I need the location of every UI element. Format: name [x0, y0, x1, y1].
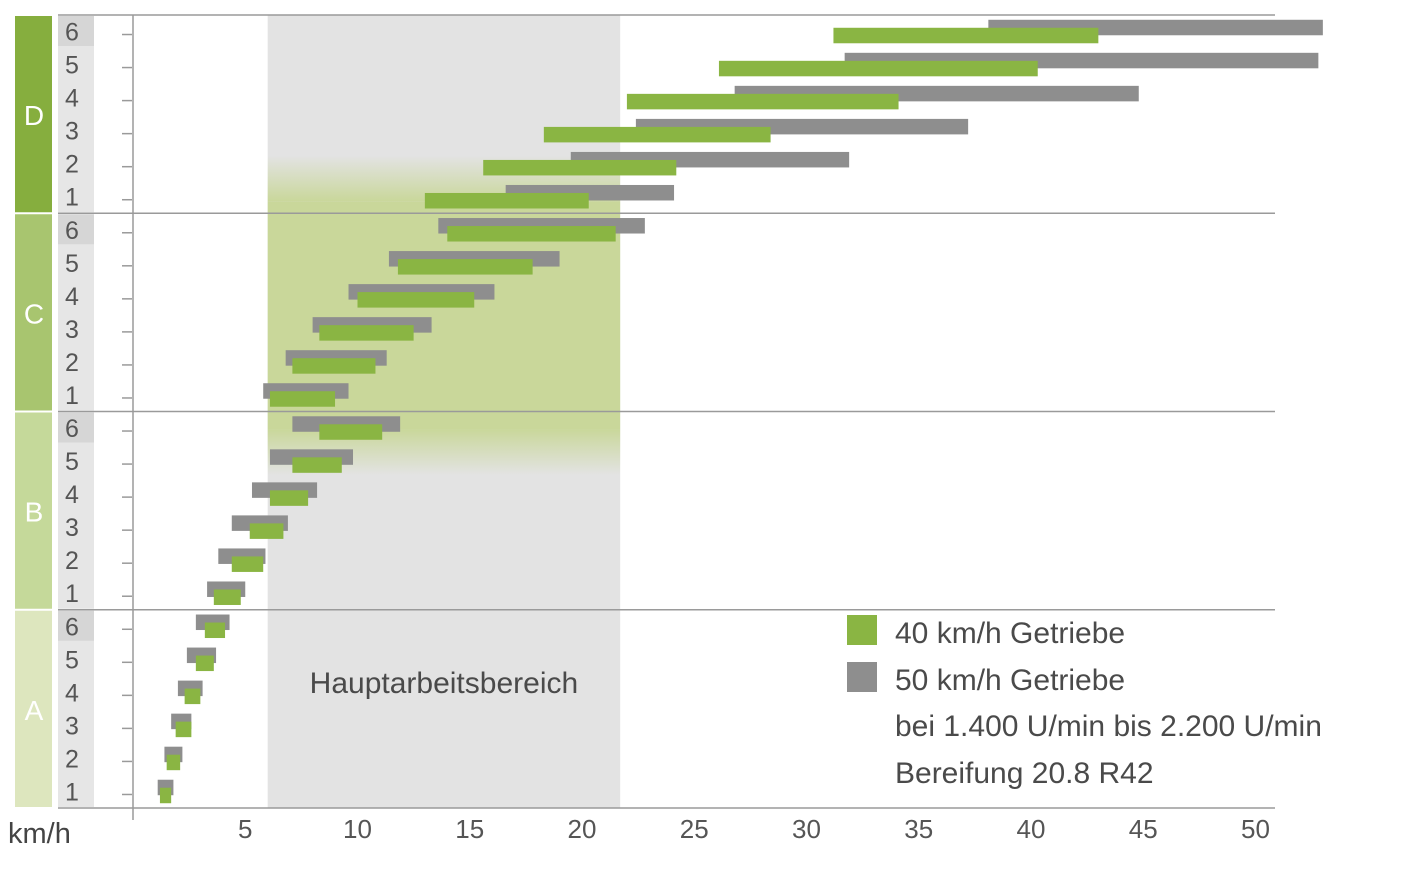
x-tick-label-20: 20: [568, 814, 597, 844]
gear-label-B1: 1: [65, 580, 79, 608]
bar-40kmh-D3: [543, 126, 771, 143]
legend-swatch-40kmh: [847, 615, 877, 645]
bar-40kmh-C6: [447, 226, 616, 242]
gear-label-A5: 5: [65, 646, 79, 674]
gear-label-B4: 4: [65, 481, 79, 509]
gear-label-B3: 3: [65, 514, 79, 542]
legend-label-40kmh: 40 km/h Getriebe: [895, 617, 1125, 650]
gear-label-C2: 2: [65, 349, 79, 377]
x-tick-label-45: 45: [1129, 814, 1158, 844]
group-label-B: B: [25, 497, 44, 528]
bar-40kmh-C4: [357, 292, 475, 308]
gear-label-C5: 5: [65, 250, 79, 278]
work-range-label: Hauptarbeitsbereich: [310, 667, 579, 700]
bar-40kmh-C1: [269, 391, 336, 407]
gear-label-C4: 4: [65, 283, 79, 311]
gear-label-D6: 6: [65, 19, 79, 47]
x-tick-label-5: 5: [238, 814, 252, 844]
gear-label-D1: 1: [65, 184, 79, 212]
bar-40kmh-D2: [483, 159, 677, 176]
x-tick-label-35: 35: [904, 814, 933, 844]
legend-label-50kmh: 50 km/h Getriebe: [895, 664, 1125, 697]
x-tick-label-40: 40: [1017, 814, 1046, 844]
gear-label-B5: 5: [65, 448, 79, 476]
x-tick-label-50: 50: [1241, 814, 1270, 844]
gear-label-A1: 1: [65, 778, 79, 806]
gear-column-A: [58, 610, 94, 807]
group-strip-C: [15, 214, 52, 411]
bar-40kmh-D6: [833, 27, 1099, 44]
bar-40kmh-A1: [159, 787, 172, 804]
gear-label-A2: 2: [65, 745, 79, 773]
bar-40kmh-D4: [626, 93, 899, 110]
group-strip-D: [15, 16, 52, 213]
gear-label-B2: 2: [65, 547, 79, 575]
bar-40kmh-B5: [292, 457, 342, 473]
gear-column-B: [58, 412, 94, 609]
gear-column-C: [58, 214, 94, 411]
gear-label-C3: 3: [65, 316, 79, 344]
gear-label-A6: 6: [65, 613, 79, 641]
bar-40kmh-C3: [319, 325, 414, 341]
gear-label-D4: 4: [65, 85, 79, 113]
group-strip-B: [15, 412, 52, 609]
group-label-C: C: [24, 298, 44, 329]
group-label-A: A: [25, 695, 44, 726]
bar-40kmh-A3: [175, 721, 192, 738]
bar-40kmh-B3: [249, 523, 284, 539]
group-label-D: D: [24, 100, 44, 131]
bar-40kmh-A2: [166, 754, 181, 771]
bar-40kmh-B1: [213, 589, 241, 605]
bar-40kmh-A6: [204, 622, 226, 639]
gear-label-A3: 3: [65, 712, 79, 740]
gear-label-C1: 1: [65, 382, 79, 410]
gear-label-D2: 2: [65, 151, 79, 179]
x-tick-label-15: 15: [455, 814, 484, 844]
bar-40kmh-D5: [718, 60, 1038, 77]
bar-40kmh-C5: [397, 259, 533, 275]
x-tick-label-30: 30: [792, 814, 821, 844]
gear-label-C6: 6: [65, 217, 79, 245]
gear-column-D: [58, 16, 94, 213]
legend-swatch-50kmh: [847, 662, 877, 692]
legend-note-tires: Bereifung 20.8 R42: [895, 757, 1154, 790]
gear-label-D3: 3: [65, 118, 79, 146]
bar-40kmh-A5: [195, 655, 214, 672]
gear-label-B6: 6: [65, 415, 79, 443]
bar-40kmh-D1: [424, 192, 589, 209]
gear-column-top-C: [58, 214, 94, 245]
x-axis-label: km/h: [8, 818, 71, 850]
gear-column-top-B: [58, 412, 94, 443]
x-tick-label-10: 10: [343, 814, 372, 844]
bar-40kmh-B2: [231, 556, 264, 572]
x-tick-label-25: 25: [680, 814, 709, 844]
group-strip-A: [15, 610, 52, 807]
gear-column-top-A: [58, 610, 94, 641]
gear-label-D5: 5: [65, 52, 79, 80]
bar-40kmh-C2: [292, 358, 376, 374]
bar-40kmh-B6: [319, 424, 383, 440]
bar-40kmh-B4: [269, 490, 309, 506]
gear-label-A4: 4: [65, 679, 79, 707]
legend-note-rpm: bei 1.400 U/min bis 2.200 U/min: [895, 710, 1322, 743]
bar-40kmh-A4: [184, 688, 201, 705]
gear-column-top-D: [58, 16, 94, 46]
